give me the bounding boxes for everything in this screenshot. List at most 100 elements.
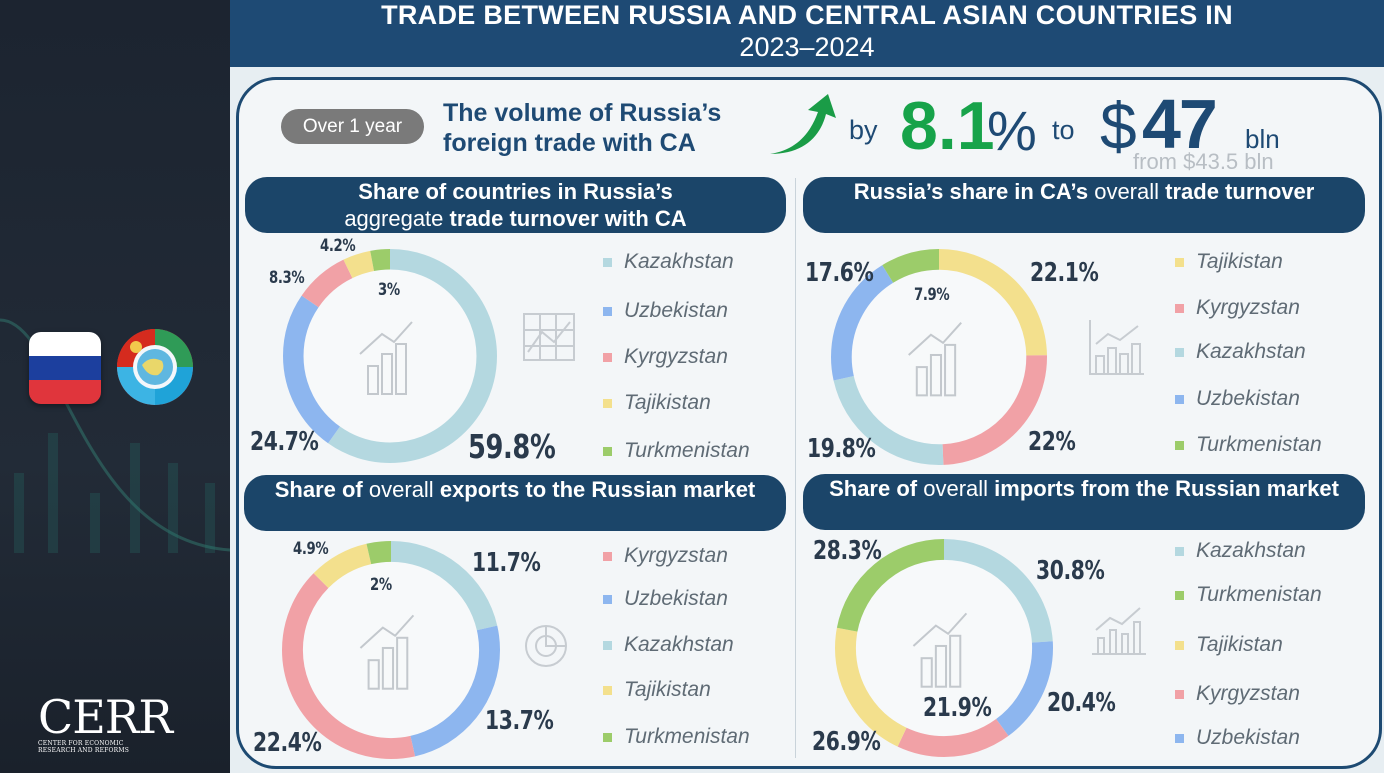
chart3-title-part3: exports to the Russian market: [439, 477, 756, 502]
chart4-title: Share of overall imports from the Russia…: [803, 474, 1365, 530]
legend-item: Kyrgyzstan: [1175, 296, 1300, 320]
legend-item: Tajikistan: [1175, 250, 1283, 274]
russia-flag-icon: [29, 332, 101, 404]
cerr-logo-subtitle-1: CENTER FOR ECONOMIC: [38, 740, 124, 747]
donut-center: [851, 269, 1027, 445]
chart2-label-kyrgyzstan: 22%: [1028, 427, 1076, 457]
chart4-title-part3: imports from the Russian market: [994, 476, 1339, 501]
chart1-label-uzbekistan: 24.7%: [250, 427, 319, 457]
summary-headline: The volume of Russia’s foreign trade wit…: [443, 98, 721, 158]
chart4-label-uzbekistan: 20.4%: [1047, 688, 1116, 718]
legend-item: Uzbekistan: [603, 299, 728, 323]
cerr-logo-subtitle-2: RESEARCH AND REFORMS: [38, 747, 130, 754]
page-title-line2: 2023–2024: [739, 32, 875, 62]
page-header: TRADE BETWEEN RUSSIA AND CENTRAL ASIAN C…: [230, 0, 1384, 67]
chart4-title-part2: overall: [923, 476, 989, 501]
page-title-line1: TRADE BETWEEN RUSSIA AND CENTRAL ASIAN C…: [381, 0, 1233, 30]
legend-item: Uzbekistan: [1175, 387, 1300, 411]
chart3-label-uzbekistan: 13.7%: [485, 706, 554, 736]
chart3-donut: [281, 540, 501, 760]
donut-slice-tajikistan: [834, 538, 1054, 758]
chart2-title-part3: trade turnover: [1165, 179, 1315, 204]
cerr-logo-text: CERR: [38, 690, 173, 744]
center-chart-deco-icon: [908, 322, 962, 397]
chart1-label-kyrgyzstan: 8.3%: [269, 268, 305, 288]
by-text: by: [849, 115, 878, 145]
chart4-label-turkmenistan: 28.3%: [813, 536, 882, 566]
chart2-label-tajikistan: 22.1%: [1030, 258, 1099, 288]
center-chart-deco-icon: [359, 321, 413, 395]
donut-slice-kyrgyzstan: [281, 540, 501, 760]
growth-value: 8.1: [900, 88, 995, 164]
legend-item: Uzbekistan: [1175, 726, 1300, 750]
chart2-donut: [831, 249, 1047, 465]
to-text: to: [1052, 115, 1075, 145]
chart2-label-uzbekistan: 17.6%: [805, 258, 874, 288]
decor-wave: [0, 318, 230, 552]
chart2-label-turkmenistan: 7.9%: [914, 285, 950, 305]
legend-item: Kyrgyzstan: [603, 345, 728, 369]
chart3-label-turkmenistan: 2%: [370, 575, 392, 595]
donut-slice-uzbekistan: [831, 249, 1047, 465]
center-chart-deco-icon: [912, 612, 968, 688]
legend-item: Turkmenistan: [1175, 583, 1322, 607]
chart2-title-part2: overall: [1094, 179, 1160, 204]
chart1-title-part1: Share of countries in Russia’s: [358, 179, 673, 204]
chart1-title-part3: trade turnover with CA: [449, 206, 687, 231]
legend-item: Tajikistan: [603, 391, 711, 415]
chart1-label-tajikistan: 4.2%: [320, 236, 356, 256]
summary-headline-line1: The volume of Russia’s: [443, 99, 722, 127]
center-chart-deco-icon: [359, 614, 415, 690]
donut-slice-kyrgyzstan: [831, 249, 1047, 465]
chart4-label-kyrgyzstan: 21.9%: [923, 693, 992, 723]
chart1-title: Share of countries in Russia’s aggregate…: [245, 177, 786, 233]
donut-center: [855, 559, 1033, 737]
legend-item: Turkmenistan: [603, 725, 750, 749]
donut-center: [302, 561, 480, 739]
chart4-donut: [834, 538, 1054, 758]
legend-item: Kazakhstan: [1175, 340, 1306, 364]
legend-item: Uzbekistan: [603, 587, 728, 611]
growth-unit: %: [987, 99, 1037, 162]
legend-item: Kazakhstan: [603, 250, 734, 274]
chart3-title-part1: Share of: [274, 477, 363, 502]
bar-chart-deco-icon: [1089, 320, 1144, 375]
legend-item: Tajikistan: [603, 678, 711, 702]
donut-slice-turkmenistan: [834, 538, 1054, 758]
amount-unit: bln: [1245, 124, 1280, 154]
chart2-title: Russia’s share in CA’s overall trade tur…: [803, 177, 1365, 233]
legend-item: Turkmenistan: [603, 439, 750, 463]
chart2-title-part1: Russia’s share in CA’s: [853, 179, 1089, 204]
legend-item: Turkmenistan: [1175, 433, 1322, 457]
legend-item: Kyrgyzstan: [1175, 682, 1300, 706]
chart1-label-kazakhstan: 59.8%: [468, 427, 556, 466]
chart3-label-tajikistan: 4.9%: [293, 539, 329, 559]
chart3-title-part2: overall: [368, 477, 434, 502]
donut-slice-uzbekistan: [283, 249, 497, 463]
section-divider: [795, 178, 796, 758]
line-chart-deco-icon: [523, 313, 575, 361]
donut-slice-kazakhstan: [831, 249, 1047, 465]
previous-amount: from $43.5 bln: [1133, 149, 1274, 174]
chart1-title-part2: aggregate: [344, 206, 444, 231]
chart3-title: Share of overall exports to the Russian …: [244, 475, 786, 531]
chart3-label-kazakhstan: 11.7%: [472, 548, 541, 578]
chart1-donut: [283, 249, 497, 463]
donut-slice-uzbekistan: [281, 540, 501, 760]
growth-chart-deco-icon: [1092, 607, 1146, 655]
central-asia-flags-icon: [117, 329, 193, 405]
chart2-label-kazakhstan: 19.8%: [807, 434, 876, 464]
donut-slice-turkmenistan: [831, 249, 1047, 465]
legend-item: Kazakhstan: [603, 633, 734, 657]
summary-headline-line2: foreign trade with CA: [443, 129, 696, 157]
pie-chart-deco-icon: [525, 625, 567, 667]
legend-item: Kyrgyzstan: [603, 544, 728, 568]
trade-amount: 47: [1142, 85, 1218, 163]
chart3-label-kyrgyzstan: 22.4%: [253, 728, 322, 758]
period-pill: Over 1 year: [281, 109, 424, 144]
legend-item: Kazakhstan: [1175, 539, 1306, 563]
chart4-label-kazakhstan: 30.8%: [1036, 556, 1105, 586]
chart4-title-part1: Share of: [829, 476, 918, 501]
cerr-logo: CERR CENTER FOR ECONOMIC RESEARCH AND RE…: [38, 690, 173, 754]
donut-slice-turkmenistan: [283, 249, 497, 463]
